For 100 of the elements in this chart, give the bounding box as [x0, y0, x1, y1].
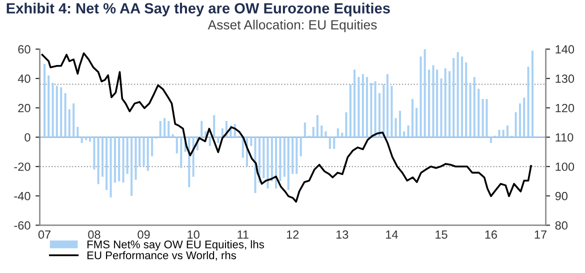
bar: [168, 121, 170, 138]
bar: [424, 49, 426, 138]
y-tick-label: -40: [14, 192, 30, 200]
bar: [89, 137, 92, 142]
y2-tick-label: 120: [556, 104, 574, 112]
bar: [440, 78, 442, 138]
y2-tick-label: 140: [556, 45, 574, 54]
bar: [44, 64, 46, 138]
line-series: [41, 52, 532, 203]
y-tick-label: 0: [24, 133, 30, 142]
y-tick-label: -60: [14, 221, 30, 230]
x-tick-label: 17: [534, 230, 546, 239]
x-tick-label: 07: [38, 230, 51, 239]
bar: [64, 93, 66, 138]
bar: [394, 118, 397, 138]
bar: [398, 110, 402, 138]
bar: [130, 137, 133, 196]
bar: [296, 137, 298, 174]
bar: [473, 77, 476, 138]
bar: [482, 99, 484, 138]
bar: [159, 121, 162, 138]
bar: [316, 115, 318, 138]
bar: [478, 88, 480, 138]
chart-subtitle: Asset Allocation: EU Equities: [208, 20, 377, 32]
bar: [60, 87, 62, 138]
bar: [217, 137, 220, 144]
x-tick-label: 13: [336, 230, 348, 239]
bar: [250, 137, 252, 146]
x-tick-label: 14: [386, 230, 398, 239]
bar: [275, 137, 278, 189]
bar: [498, 130, 500, 138]
bar: [93, 137, 96, 170]
bar: [180, 137, 182, 168]
y2-tick-label: 110: [556, 133, 574, 142]
bar: [164, 118, 166, 138]
bar: [523, 98, 526, 138]
bar: [518, 103, 522, 138]
y2-tick-label: 130: [556, 74, 574, 83]
bar: [200, 121, 203, 138]
bar: [358, 77, 360, 138]
bar: [448, 71, 451, 138]
bar: [192, 137, 194, 177]
bar: [366, 77, 368, 138]
bar: [416, 108, 418, 138]
bar: [461, 56, 464, 138]
bar: [118, 137, 120, 182]
bar: [68, 109, 70, 138]
bar: [52, 82, 54, 138]
bar: [142, 137, 145, 167]
bar: [456, 52, 459, 138]
bar: [126, 137, 128, 174]
bar: [270, 137, 273, 182]
bar: [114, 137, 116, 183]
bar: [72, 103, 75, 138]
bar: [411, 99, 414, 138]
bar: [320, 125, 323, 138]
chart-title: Exhibit 4: Net % AA Say they are OW Eurozone Equities: [6, 2, 390, 16]
bar: [390, 86, 393, 138]
bar: [420, 56, 422, 138]
bar: [122, 137, 124, 183]
y2-tick-label: 80: [555, 221, 568, 230]
bar: [407, 125, 410, 138]
bar: [254, 137, 256, 193]
bar: [382, 84, 385, 138]
bar: [432, 65, 434, 138]
bar: [486, 99, 488, 138]
bar: [146, 137, 149, 171]
bar: [333, 137, 336, 149]
y-tick-label: 20: [18, 104, 30, 112]
bar: [279, 137, 282, 182]
bar: [287, 137, 290, 190]
y2-tick-label: 100: [556, 162, 574, 171]
bar: [56, 86, 58, 138]
y2-tick-label: 90: [555, 192, 568, 200]
bar: [176, 137, 178, 154]
bar: [490, 137, 492, 144]
bar: [106, 137, 108, 190]
bar: [514, 112, 517, 138]
bar: [502, 130, 504, 138]
x-tick-label: 15: [436, 230, 448, 239]
bar: [328, 137, 331, 149]
x-tick-label: 08: [88, 230, 100, 239]
bar: [262, 137, 265, 178]
bar: [300, 137, 302, 156]
x-tick-label: 11: [238, 230, 248, 239]
bar: [324, 131, 327, 138]
bar: [403, 131, 406, 138]
bar: [428, 70, 430, 138]
bar: [374, 81, 376, 138]
bar: [266, 137, 269, 189]
bar: [465, 62, 468, 138]
bar: [345, 112, 348, 138]
bar: [370, 82, 372, 138]
bar: [110, 137, 112, 198]
bar: [292, 137, 294, 174]
bar: [283, 137, 286, 177]
bar: [85, 137, 88, 140]
x-tick-label: 16: [485, 230, 497, 239]
bar: [76, 126, 79, 138]
bar: [97, 137, 100, 184]
